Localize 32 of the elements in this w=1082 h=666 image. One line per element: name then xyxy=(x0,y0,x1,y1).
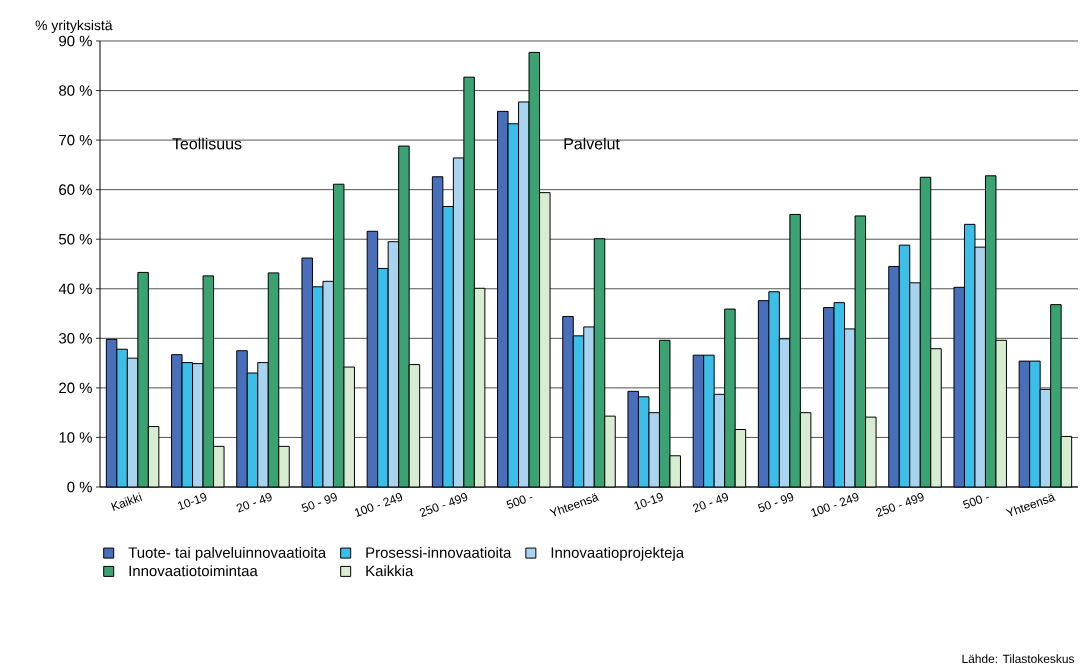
x-tick-label: 50 - 99 xyxy=(301,492,337,512)
x-tick-label: 50 - 99 xyxy=(757,492,794,512)
x-tick-label: 500 - xyxy=(962,495,989,509)
y-tick-label: 60 % xyxy=(59,184,92,195)
y-tick-label: 40 % xyxy=(58,283,92,294)
y-tick-label: 80 % xyxy=(59,85,92,96)
y-tick-label: 10 % xyxy=(59,431,92,443)
x-tick-label: 500 - xyxy=(506,495,533,509)
annotation: Palvelut xyxy=(564,137,620,150)
text: Lähde: Tilastokeskus xyxy=(962,654,1075,663)
y-axis-title: % yrityksistä xyxy=(35,19,113,33)
legend-label: Innovaatioprojekteja xyxy=(551,546,685,561)
legend-label: Prosessi-innovaatioita xyxy=(366,546,512,558)
legend-label: Innovaatiotoimintaa xyxy=(129,565,258,576)
x-tick-label: 20 - 49 xyxy=(236,492,272,513)
x-tick-label: Kaikki xyxy=(111,492,143,511)
y-tick-label: 30 % xyxy=(58,332,92,344)
x-tick-label: 250 - 499 xyxy=(876,492,924,517)
legend-label: Kaikkia xyxy=(366,565,414,576)
annotation: Teollisuus xyxy=(172,137,242,150)
x-tick-label: 10-19 xyxy=(634,492,663,510)
x-tick-label: 100 - 249 xyxy=(354,492,403,517)
y-tick-label: 50 % xyxy=(59,233,92,245)
legend-label: Tuote- tai palveluinnovaatioita xyxy=(128,546,327,561)
y-tick-label: 0 % xyxy=(67,481,92,493)
x-tick-label: 250 - 499 xyxy=(419,492,468,517)
x-tick-label: 10-19 xyxy=(177,492,207,510)
x-tick-label: 100 - 249 xyxy=(811,492,859,517)
x-tick-label: 20 - 49 xyxy=(693,492,729,513)
y-tick-label: 90 % xyxy=(59,35,92,47)
y-tick-label: 20 % xyxy=(59,382,92,393)
y-tick-label: 70 % xyxy=(59,134,92,146)
